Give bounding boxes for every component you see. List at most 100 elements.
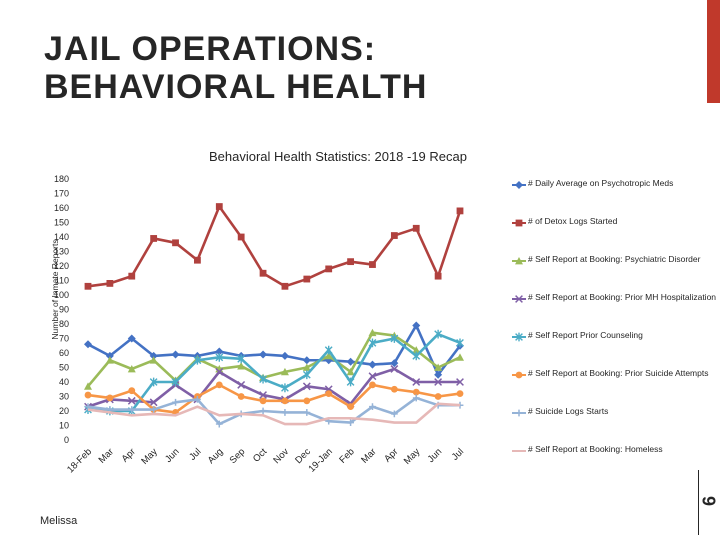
series-line <box>87 402 461 426</box>
legend-swatch <box>512 295 526 303</box>
data-point <box>149 351 158 360</box>
slide-title-line2: BEHAVIORAL HEALTH <box>44 68 428 106</box>
data-point <box>259 407 267 415</box>
data-point <box>302 363 311 371</box>
data-point <box>215 367 224 376</box>
legend-item: # Self Report at Booking: Homeless <box>512 444 717 482</box>
author-name: Melissa <box>40 515 78 527</box>
legend-marker <box>515 371 523 379</box>
data-point <box>346 377 355 387</box>
y-tick-label: 20 <box>59 406 69 416</box>
series-6 <box>84 381 464 416</box>
data-point <box>456 353 464 361</box>
data-point <box>237 380 246 389</box>
data-point <box>347 403 354 411</box>
data-point <box>390 385 398 393</box>
data-point <box>280 367 289 376</box>
x-tick-label: Jun <box>163 446 182 465</box>
data-point <box>390 365 399 373</box>
data-point <box>303 409 311 416</box>
data-point <box>412 351 421 361</box>
y-tick-label: 10 <box>59 421 69 431</box>
data-point <box>390 334 399 343</box>
series-line <box>87 383 461 414</box>
data-point <box>412 388 420 396</box>
x-tick-label: May <box>402 446 423 467</box>
chart-title: Behavioral Health Statistics: 2018 -19 R… <box>209 149 467 164</box>
x-tick-label: Oct <box>251 446 269 464</box>
x-tick-label: Jul <box>187 446 203 462</box>
data-point <box>237 233 245 241</box>
legend-label: # Suicide Logs Starts <box>528 406 609 416</box>
data-point <box>237 354 246 364</box>
legend-marker <box>515 409 523 417</box>
y-tick-label: 60 <box>59 348 69 358</box>
data-point <box>412 224 420 232</box>
data-point <box>412 378 421 386</box>
data-point <box>281 409 289 416</box>
data-point <box>434 370 443 379</box>
data-point <box>368 360 377 369</box>
data-point <box>325 390 333 397</box>
legend-swatch <box>512 219 526 227</box>
accent-bar <box>707 0 720 103</box>
data-point <box>368 372 377 381</box>
data-point <box>128 406 136 413</box>
legend-swatch <box>512 371 526 379</box>
data-point <box>194 396 201 403</box>
data-point <box>302 356 311 365</box>
y-tick-label: 100 <box>54 290 69 300</box>
legend-item: # Daily Average on Psychotropic Meds <box>512 178 717 216</box>
data-point <box>346 357 355 366</box>
x-tick-label: Jun <box>426 446 445 465</box>
data-point <box>172 398 179 406</box>
data-point <box>171 350 180 359</box>
series-4 <box>84 365 464 411</box>
data-point <box>105 351 114 360</box>
legend-label: # Self Report at Booking: Prior Suicide … <box>528 368 709 378</box>
legend-swatch <box>512 257 526 265</box>
data-point <box>171 377 180 387</box>
series-line <box>87 324 462 377</box>
y-tick-label: 170 <box>54 189 69 199</box>
series-8 <box>87 402 461 426</box>
data-point <box>215 347 224 356</box>
data-point <box>434 393 442 400</box>
legend-label: # of Detox Logs Started <box>528 216 618 226</box>
data-point <box>106 280 114 287</box>
y-tick-label: 120 <box>54 261 69 271</box>
data-point <box>215 420 223 428</box>
data-point <box>324 345 333 355</box>
data-point <box>325 265 333 273</box>
data-point <box>215 381 223 389</box>
data-point <box>84 382 92 390</box>
data-point <box>281 397 289 405</box>
y-tick-label: 0 <box>64 435 69 445</box>
data-point <box>127 364 136 373</box>
legend-swatch <box>512 409 526 417</box>
legend-swatch <box>512 181 526 189</box>
data-point <box>368 338 377 348</box>
x-tick-label: Feb <box>337 446 356 465</box>
series-line <box>87 205 462 288</box>
data-point <box>259 269 267 277</box>
data-point <box>369 261 376 268</box>
data-point <box>127 396 136 405</box>
legend-swatch <box>512 450 526 452</box>
y-tick-label: 80 <box>59 319 69 329</box>
data-point <box>303 275 311 283</box>
data-point <box>280 351 289 360</box>
slide-title: JAIL OPERATIONS: BEHAVIORAL HEALTH <box>44 30 427 106</box>
page-number: 6 <box>699 495 720 507</box>
data-point <box>259 397 267 405</box>
x-tick-label: Aug <box>206 446 226 466</box>
series-line <box>87 367 460 408</box>
y-tick-label: 150 <box>54 218 69 228</box>
data-point <box>281 383 289 393</box>
data-point <box>172 239 179 247</box>
data-point <box>259 374 267 384</box>
data-point <box>237 393 245 400</box>
legend-label: # Self Report Prior Counseling <box>528 330 643 340</box>
y-tick-label: 30 <box>59 392 69 402</box>
